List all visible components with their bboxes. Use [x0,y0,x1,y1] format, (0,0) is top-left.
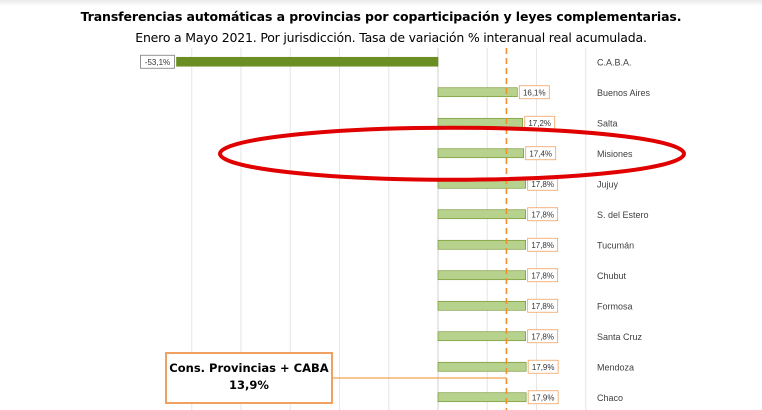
data-label-box [527,237,559,252]
category-label: Jujuy [597,179,619,189]
category-label: Formosa [597,301,633,311]
category-label: Misiones [597,149,633,159]
data-label: 16,1% [523,88,546,97]
bar [437,361,527,372]
data-label: 17,9% [532,393,555,402]
chart-subtitle: Enero a Mayo 2021. Por jurisdicción. Tas… [135,30,647,45]
chart-title: Transferencias automáticas a provincias … [80,9,682,24]
callout-label: Cons. Provincias + CABA [169,361,329,375]
category-label: Buenos Aires [597,88,651,98]
category-label: Chaco [597,393,623,403]
bar [176,56,439,67]
data-label-box [525,146,557,161]
category-label: Salta [597,118,618,128]
bar [437,209,526,220]
data-label: 17,8% [531,332,554,341]
highlight-ellipse [218,125,686,182]
bar [437,239,526,250]
data-label-box [527,390,559,405]
bar [437,87,518,98]
data-label: 17,8% [531,180,554,189]
data-label: 17,8% [531,271,554,280]
bar [437,331,526,342]
category-label: Mendoza [597,362,634,372]
data-label: 17,8% [531,241,554,250]
data-label-box [527,268,559,283]
bar [437,392,527,403]
data-label: 17,8% [531,210,554,219]
data-label-box [527,329,559,344]
category-label: S. del Estero [597,210,649,220]
data-label-box [527,359,559,374]
data-label: 17,8% [531,302,554,311]
bar [437,300,526,311]
data-label: 17,9% [532,363,555,372]
category-label: Tucumán [597,240,634,250]
data-label-box [140,54,175,69]
data-label-box [518,85,550,100]
bar [437,148,524,159]
summary-callout: Cons. Provincias + CABA 13,9% [165,352,333,404]
data-label: 17,2% [528,119,551,128]
data-label-box [527,298,559,313]
top-band [0,0,762,6]
data-label: -53,1% [145,58,170,67]
category-label: C.A.B.A. [597,57,632,67]
bar [437,270,526,281]
callout-value: 13,9% [229,378,269,392]
category-label: Santa Cruz [597,332,643,342]
data-label: 17,4% [529,149,552,158]
category-label: Chubut [597,271,627,281]
data-label-box [527,207,559,222]
